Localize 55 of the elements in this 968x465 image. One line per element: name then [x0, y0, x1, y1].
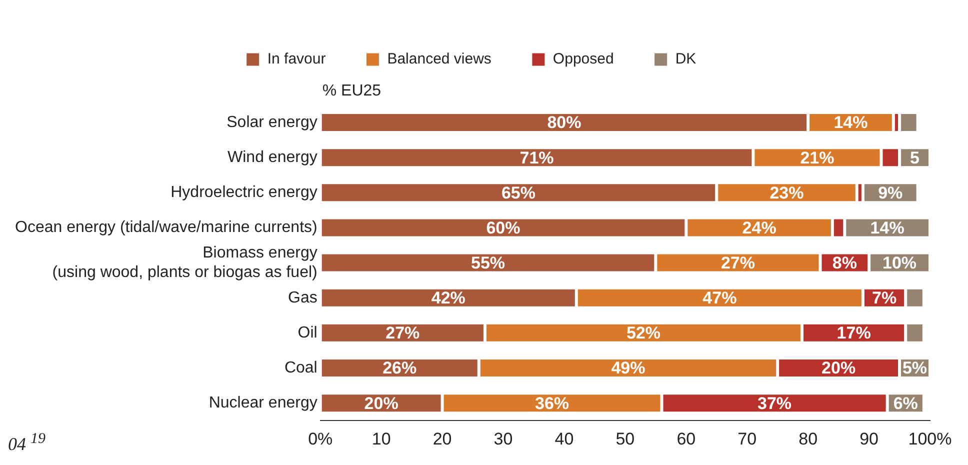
y-tick-label: Biomass energy (using wood, plants or biogas as fuel) — [52, 244, 318, 281]
x-tick-label: 100% — [908, 429, 952, 448]
data-label: 55% — [470, 253, 506, 272]
y-tick-label: Solar energy — [226, 114, 318, 131]
data-label: 20% — [822, 358, 856, 378]
x-tick-label: 20 — [432, 429, 452, 448]
data-label: 36% — [535, 394, 570, 413]
legend-label: DK — [675, 50, 696, 68]
data-label: 20% — [364, 394, 398, 413]
x-tick-label: 10 — [372, 429, 391, 448]
x-tick-label: 80 — [798, 429, 818, 448]
data-label: 49% — [611, 358, 646, 378]
data-label: 14% — [870, 218, 904, 238]
data-label: 5% — [902, 358, 928, 378]
y-tick-label: Wind energy — [228, 149, 318, 166]
data-label: 17% — [836, 324, 871, 343]
data-label: 71% — [520, 148, 554, 168]
x-tick-label: 40 — [554, 429, 574, 448]
x-tick-label: 70 — [738, 429, 757, 448]
data-label: 37% — [758, 394, 792, 413]
y-tick-label: Ocean energy (tidal/wave/marine currents) — [14, 219, 318, 236]
legend-label: Balanced views — [387, 50, 492, 68]
text: 04 $^{19}$ — [8, 431, 46, 455]
data-label: 14% — [834, 113, 868, 132]
x-tick-label: 90 — [860, 429, 878, 448]
data-label: 5 — [910, 148, 920, 168]
chart-subtitle: % EU25 — [322, 82, 382, 100]
x-tick-label: 50 — [616, 429, 635, 448]
data-label: 47% — [702, 288, 737, 308]
data-label: 60% — [486, 218, 520, 238]
x-tick-label: 0% — [308, 429, 333, 448]
data-label: 27% — [386, 324, 420, 343]
y-tick-label: Coal — [284, 359, 318, 376]
data-label: 8% — [832, 253, 857, 272]
data-label: 26% — [382, 358, 417, 378]
x-tick-label: 30 — [494, 429, 513, 448]
legend-label: Opposed — [552, 50, 614, 68]
data-label: 42% — [431, 288, 466, 308]
y-tick-label: Hydroelectric energy — [170, 184, 318, 202]
data-label: 24% — [742, 218, 776, 238]
data-label: 21% — [800, 148, 834, 168]
legend-label: In favour — [267, 50, 326, 68]
data-label: 65% — [501, 183, 536, 202]
x-tick-label: 60 — [676, 429, 696, 448]
y-tick-label: Oil — [298, 324, 318, 342]
data-label: 52% — [626, 324, 660, 343]
data-label: 27% — [720, 253, 755, 272]
data-label: 80% — [547, 113, 582, 132]
data-label: 10% — [882, 253, 917, 272]
data-label: 9% — [878, 183, 903, 202]
data-label: 7% — [872, 288, 897, 308]
y-tick-label: Gas — [288, 289, 318, 306]
data-label: 23% — [770, 183, 804, 202]
data-label: 6% — [893, 394, 918, 413]
y-tick-label: Nuclear energy — [208, 394, 318, 412]
